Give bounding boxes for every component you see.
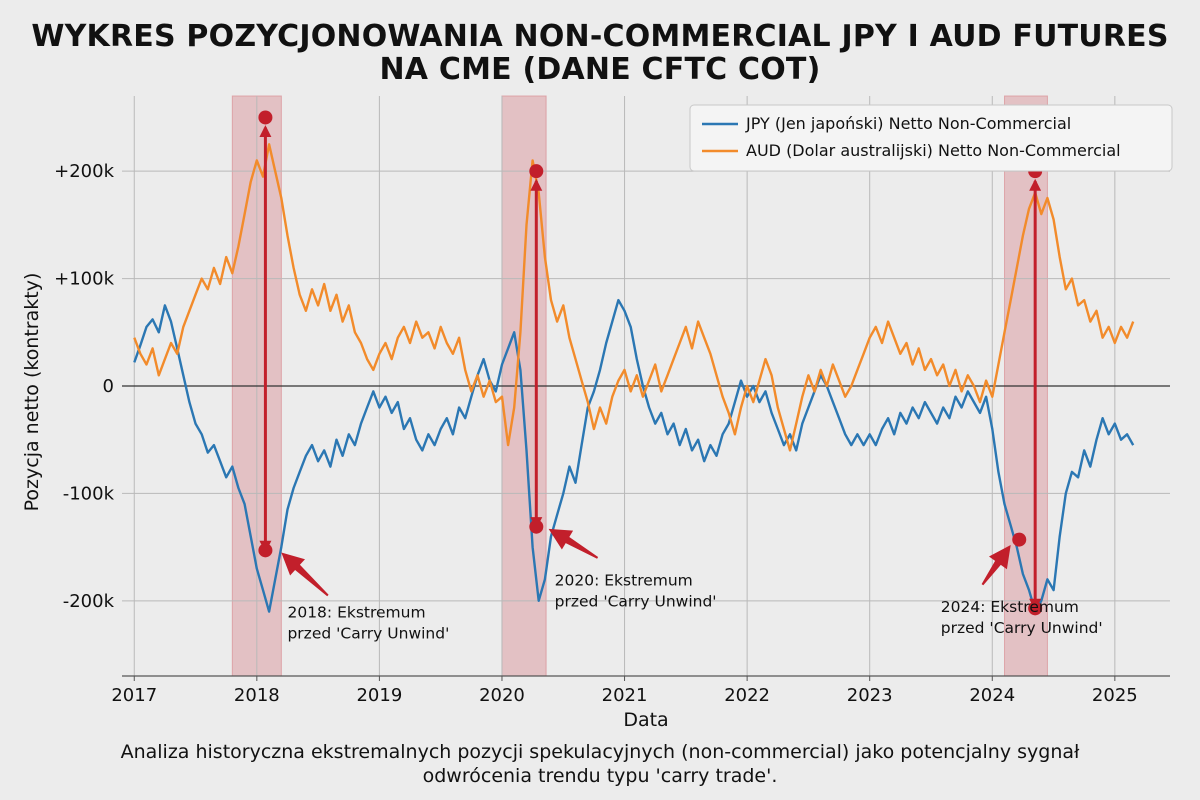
x-tick-label: 2018 [234,685,280,706]
x-tick-label: 2021 [602,685,648,706]
series-line-jpy [133,298,1135,613]
y-tick-label: +100k [54,269,114,290]
series-lines [133,143,1135,613]
tick-labels: 2017 2018 2019 2020 2021 2022 2023 2024 2025 +200… [54,161,1138,706]
annotation-label-line2: przed 'Carry Unwind' [287,625,449,643]
y-tick-label: 0 [103,376,114,397]
x-tick-label: 2022 [724,685,770,706]
legend: JPY (Jen japoński) Netto Non-Commercial … [689,104,1173,172]
caption-line1: Analiza historyczna ekstremalnych pozycj… [120,741,1080,763]
annotation-arrow-2 [981,545,1011,586]
extreme-dot [1028,601,1043,616]
caption-line2: odwrócenia trendu typu 'carry trade'. [422,765,778,787]
legend-label-aud: AUD (Dolar australijski) Netto Non-Comme… [746,141,1121,160]
annotation-arrow-1 [548,528,599,559]
legend-box [689,104,1173,172]
x-tick-label: 2019 [356,685,402,706]
x-tick-label: 2020 [479,685,525,706]
x-tick-label: 2025 [1092,685,1138,706]
annotation-label-line2: przed 'Carry Unwind' [941,619,1103,637]
x-tick-label: 2024 [969,685,1015,706]
extreme-dot [1012,532,1027,547]
y-tick-label: -100k [63,483,115,504]
extreme-dot [258,543,273,558]
y-axis-label: Pozycja netto (kontrakty) [21,273,43,512]
x-tick-label: 2017 [111,685,157,706]
legend-label-jpy: JPY (Jen japoński) Netto Non-Commercial [745,114,1071,133]
series-line-aud [133,143,1135,452]
annotations: 2018: Ekstremum przed 'Carry Unwind' 2020:… [281,528,1103,643]
y-tick-label: -200k [63,591,115,612]
chart-caption: Analiza historyczna ekstremalnych pozycj… [0,740,1200,788]
extreme-dot [529,519,544,534]
annotation-label-line1: 2024: Ekstremum [941,598,1079,616]
chart-title-line1: WYKRES POZYCJONOWANIA NON-COMMERCIAL JPY… [31,19,1169,54]
chart-title: WYKRES POZYCJONOWANIA NON-COMMERCIAL JPY… [0,20,1200,86]
annotation-arrow-0 [281,552,329,597]
chart-title-line2: NA CME (DANE CFTC COT) [379,52,821,87]
annotation-label-line2: przed 'Carry Unwind' [555,592,717,610]
annotation-label-line1: 2018: Ekstremum [287,604,425,622]
x-tick-label: 2023 [847,685,893,706]
annotation-label-line1: 2020: Ekstremum [555,571,693,589]
y-tick-label: +200k [54,161,114,182]
extreme-dot [529,164,544,179]
extreme-dot [258,110,273,125]
x-axis-label: Data [623,709,668,731]
